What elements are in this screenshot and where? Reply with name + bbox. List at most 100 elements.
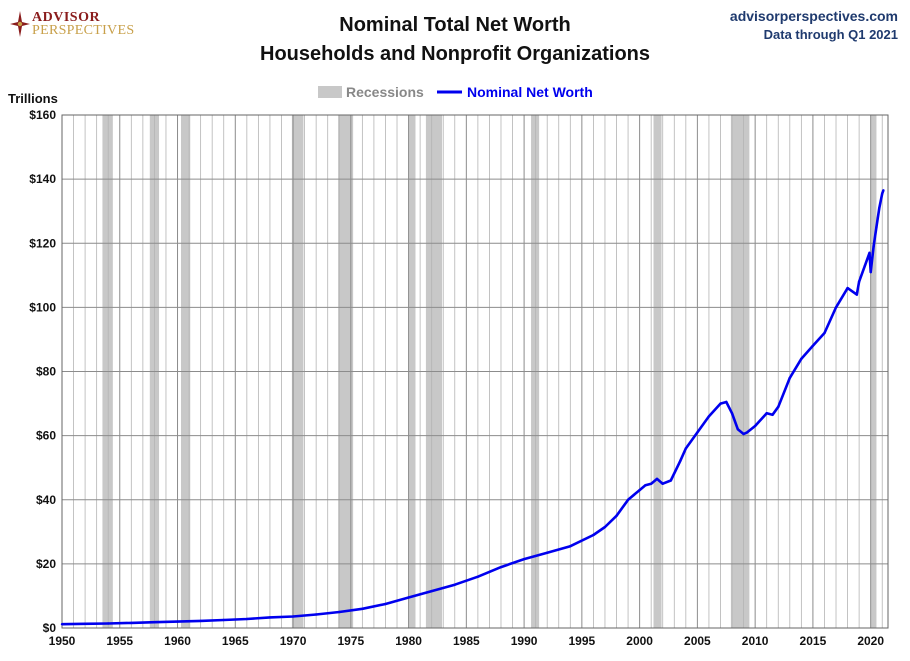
data-point [800, 357, 803, 360]
data-point [222, 618, 225, 622]
data-point [522, 557, 526, 561]
x-tick-label: 1950 [49, 634, 76, 648]
data-point [857, 280, 861, 283]
y-tick-label: $120 [29, 236, 56, 250]
data-point [868, 251, 871, 255]
data-point [546, 551, 549, 554]
data-point [823, 331, 826, 335]
legend-recession-swatch [318, 86, 342, 98]
data-point [882, 189, 885, 192]
x-tick-label: 2000 [626, 634, 653, 648]
y-tick-label: $80 [36, 365, 56, 379]
data-point [361, 607, 364, 610]
data-point [745, 431, 749, 434]
data-point [719, 402, 722, 405]
x-tick-label: 1955 [106, 634, 133, 648]
series-lines [60, 189, 885, 626]
x-tick-label: 2020 [857, 634, 884, 648]
data-point [430, 589, 433, 593]
data-point [707, 415, 711, 418]
x-tick-label: 1975 [337, 634, 364, 648]
data-point [875, 226, 878, 229]
data-point [678, 460, 682, 463]
x-tick-label: 2010 [742, 634, 769, 648]
data-point [765, 412, 768, 415]
x-tick-label: 2005 [684, 634, 711, 648]
data-point [753, 424, 757, 428]
data-point [153, 621, 156, 624]
data-point [771, 413, 774, 416]
data-point [811, 344, 815, 347]
data-point [638, 488, 641, 492]
chart-title: Nominal Total Net Worth [339, 14, 571, 36]
data-point [615, 514, 618, 517]
data-point [603, 525, 607, 529]
x-tick-label: 1990 [511, 634, 538, 648]
data-point [869, 270, 872, 274]
data-point [650, 482, 653, 485]
data-point [338, 610, 341, 614]
logo-text-advisor: ADVISOR [32, 10, 101, 25]
data-point [384, 602, 387, 606]
data-point [881, 192, 884, 195]
data-point [407, 596, 410, 599]
data-point [83, 622, 87, 625]
y-axis-label: Trillions [8, 91, 58, 106]
y-tick-label: $20 [36, 557, 56, 571]
data-point [60, 623, 64, 626]
chart-subtitle: Households and Nonprofit Organizations [260, 43, 650, 65]
data-point [788, 376, 791, 380]
data-point [176, 620, 179, 623]
plot-frame [61, 114, 889, 629]
legend-series-label: Nominal Net Worth [467, 84, 593, 100]
y-tick-label: $160 [29, 108, 56, 122]
data-point [107, 622, 110, 625]
x-tick-label: 1985 [453, 634, 480, 648]
x-tick-label: 2015 [800, 634, 827, 648]
data-point [684, 447, 687, 450]
compass-icon [10, 11, 30, 37]
data-point [736, 428, 739, 431]
x-tick-label: 1965 [222, 634, 249, 648]
data-point [846, 286, 849, 290]
data-point [661, 482, 664, 485]
y-tick-label: $0 [43, 621, 57, 635]
data-point [476, 575, 480, 578]
data-point [872, 245, 875, 248]
data-point [130, 621, 133, 625]
y-tick-label: $140 [29, 172, 56, 186]
data-point [878, 206, 881, 210]
data-point [777, 405, 780, 408]
x-tick-label: 1970 [280, 634, 307, 648]
data-point [834, 306, 838, 309]
data-point [855, 293, 858, 296]
data-point [742, 432, 745, 436]
advisor-perspectives-logo: ADVISOR PERSPECTIVES [10, 8, 140, 38]
data-point [655, 477, 659, 481]
x-tick-label: 1960 [164, 634, 191, 648]
data-point [863, 264, 867, 267]
data-point [291, 615, 295, 618]
tick-labels: $0 $20 $40 $60 $80 $100 $120 $140 $160 1950 1955 19… [29, 108, 884, 648]
data-through-note: Data through Q1 2021 [763, 27, 898, 42]
data-point [626, 498, 630, 501]
site-link[interactable]: advisorperspectives.com [729, 8, 898, 24]
data-point [499, 565, 503, 569]
data-point [569, 545, 572, 548]
data-point [315, 613, 318, 616]
data-point [199, 619, 202, 623]
y-tick-label: $60 [36, 429, 56, 443]
data-point [669, 479, 672, 482]
y-tick-label: $40 [36, 493, 56, 507]
data-point [245, 617, 248, 621]
data-point [730, 412, 734, 415]
y-tick-label: $100 [29, 300, 56, 314]
logo-text-perspectives: PERSPECTIVES [32, 23, 135, 38]
data-point [644, 484, 647, 487]
x-tick-label: 1980 [395, 634, 422, 648]
legend-recessions-label: Recessions [346, 84, 424, 100]
data-point [725, 400, 728, 404]
data-point [592, 533, 595, 537]
legend: Recessions Nominal Net Worth [318, 84, 593, 100]
